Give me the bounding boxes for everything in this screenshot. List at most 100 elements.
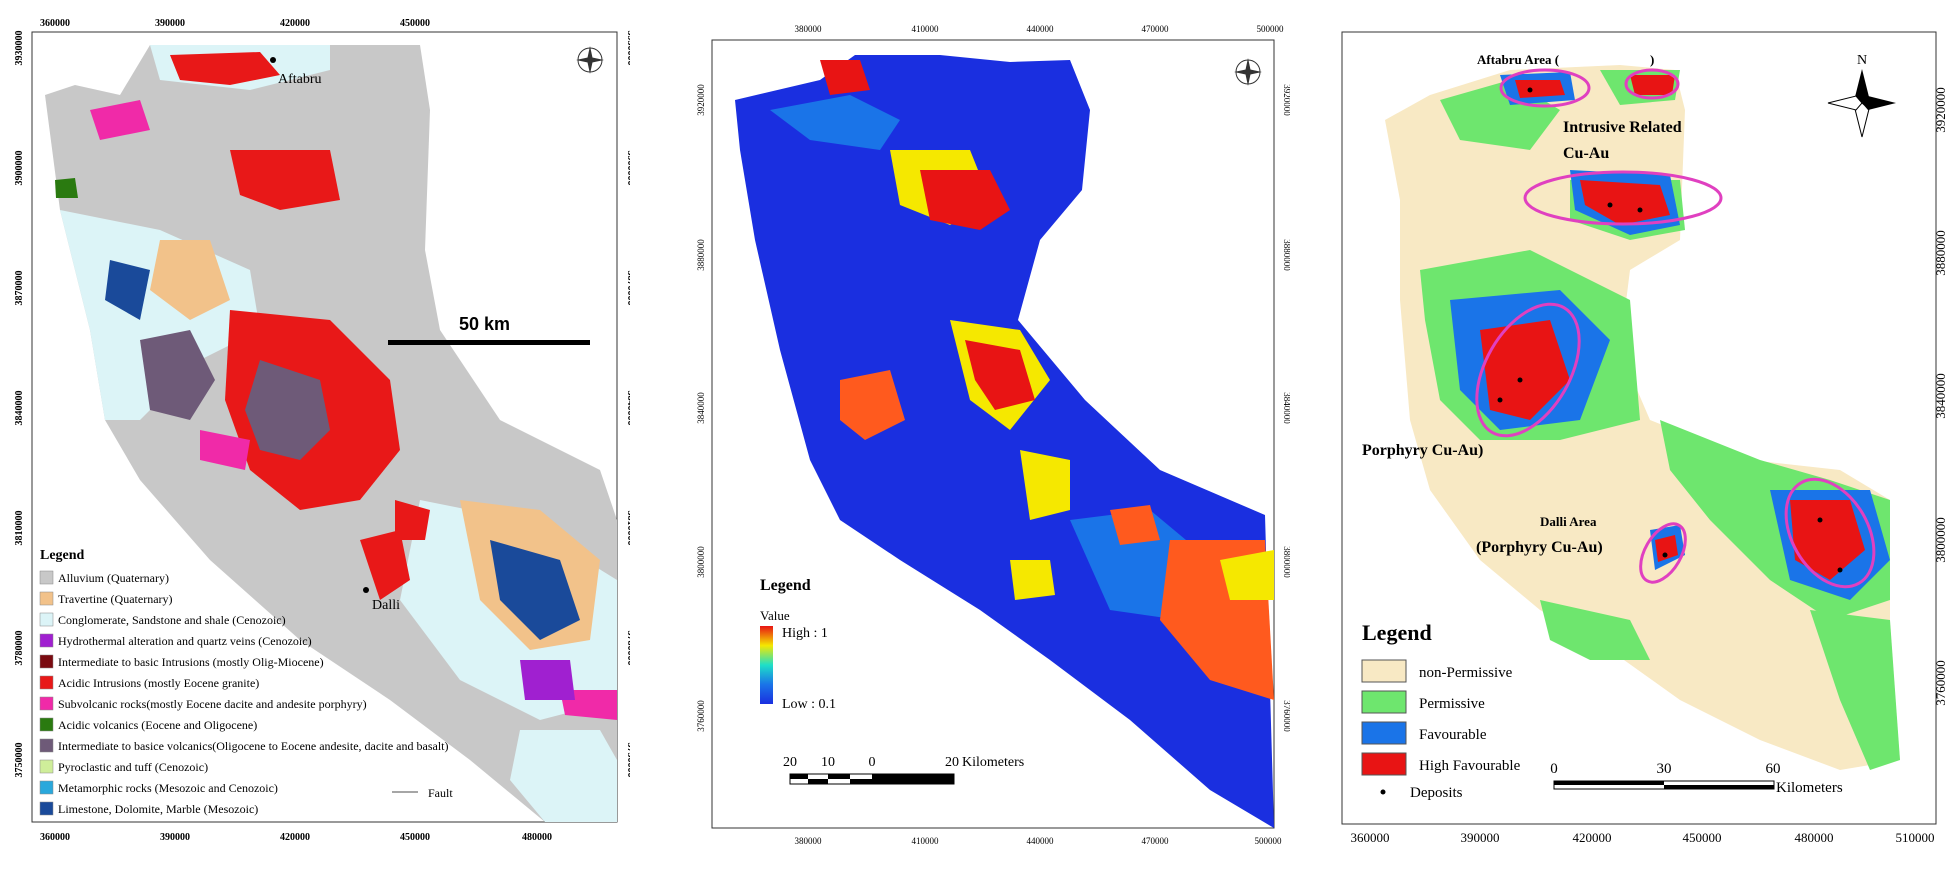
place-marker-dalli	[363, 587, 369, 593]
deposit-marker	[1607, 202, 1613, 208]
north-arrow-icon	[576, 46, 604, 74]
highlight-east-porphyry	[1784, 477, 1876, 589]
label-aftabru-area: Aftabru Area (	[1477, 52, 1559, 67]
deposit-symbol	[1380, 789, 1386, 795]
legend-high-label: High : 1	[782, 626, 828, 641]
y-axis-ticks: 3920000 3880000 3840000 3800000 3760000	[1933, 87, 1948, 706]
x-tick-top: 390000	[155, 18, 185, 29]
y-tick-right: 3750000	[625, 743, 630, 778]
favourability-class-panel: N Aftabru Area ( ) Intrusive Related Cu-…	[1341, 31, 1948, 845]
label-dalli-area: Dalli Area	[1540, 514, 1597, 529]
scale-bar	[388, 340, 590, 345]
x-axis-ticks: 360000 390000 420000 450000 480000 51000…	[1351, 830, 1935, 845]
legend-title: Legend	[760, 577, 811, 594]
scale-number: 0	[1550, 761, 1558, 777]
y-tick-right: 3930000	[625, 31, 630, 66]
legend-swatch	[39, 633, 54, 648]
highlight-ellipses	[1475, 68, 1876, 589]
deposit-marker	[1817, 517, 1823, 523]
deposit-marker	[1637, 207, 1643, 213]
legend-swatch	[39, 612, 54, 627]
scale-bar: 0 30 60 Kilometers	[1550, 761, 1843, 796]
highlight-dalli	[1639, 522, 1687, 584]
legend-item-label: Intermediate to basic Intrusions (mostly…	[58, 655, 324, 669]
legend-item-label: non-Permissive	[1419, 665, 1513, 681]
legend-item-label: Travertine (Quaternary)	[58, 592, 173, 606]
legend-swatch	[1361, 721, 1407, 745]
y-tick-right: 3810000	[625, 511, 630, 546]
y-tick-right: 3840000	[625, 391, 630, 426]
y-tick-left: 3870000	[14, 271, 25, 306]
scale-number: 20	[783, 755, 797, 770]
place-label-aftabru: Aftabru	[278, 72, 322, 87]
y-tick-right: 3900000	[625, 151, 630, 186]
legend-swatch	[1361, 659, 1407, 683]
x-axis-ticks: 360000 390000 420000 450000 360000 39000…	[40, 18, 552, 843]
label-porphyry-dalli: (Porphyry Cu-Au)	[1476, 539, 1603, 556]
legend-item-label: Limestone, Dolomite, Marble (Mesozoic)	[58, 802, 258, 816]
y-axis-ticks: 3930000 3900000 3870000 3840000 3810000 …	[14, 31, 630, 778]
x-tick: 510000	[1896, 830, 1935, 845]
north-arrow-icon	[1234, 58, 1262, 86]
y-tick-left: 3840000	[696, 392, 706, 424]
favourability-map-body	[1385, 65, 1900, 770]
label-aftabru-close: )	[1650, 52, 1654, 67]
x-tick-top: 440000	[1027, 24, 1055, 34]
legend-swatch	[39, 654, 54, 669]
legend-item-label: Acidic volcanics (Eocene and Oligocene)	[58, 718, 257, 732]
x-tick-bottom: 440000	[1027, 836, 1055, 846]
y-tick-left: 3840000	[14, 391, 25, 426]
legend-item-label: Subvolcanic rocks(mostly Eocene dacite a…	[58, 697, 367, 711]
x-tick-top: 360000	[40, 18, 70, 29]
geology-legend: Legend Alluvium (Quaternary) Travertine (…	[39, 548, 453, 816]
deposit-marker	[1497, 397, 1503, 403]
x-tick-bottom: 480000	[522, 832, 552, 843]
y-tick-left: 3930000	[14, 31, 25, 66]
legend-swatch	[1361, 690, 1407, 714]
value-color-ramp	[760, 626, 773, 704]
y-tick-left: 3920000	[696, 84, 706, 116]
y-tick-left: 3780000	[14, 631, 25, 666]
x-tick-bottom: 450000	[400, 832, 430, 843]
scale-number: 10	[821, 755, 835, 770]
y-tick-left: 3880000	[696, 239, 706, 271]
x-tick-top: 500000	[1257, 24, 1285, 34]
legend-swatch	[39, 738, 54, 753]
highlight-aftabru-west	[1499, 68, 1591, 108]
legend-swatch	[39, 570, 54, 585]
legend-swatch	[39, 675, 54, 690]
x-tick-bottom: 500000	[1255, 836, 1283, 846]
deposit-marker	[1662, 552, 1668, 558]
legend-item-label: Intermediate to basice volcanics(Oligoce…	[58, 739, 449, 753]
y-tick-left: 3800000	[696, 546, 706, 578]
north-label: N	[1857, 53, 1867, 68]
x-tick-bottom: 380000	[795, 836, 823, 846]
y-tick-right: 3780000	[625, 631, 630, 666]
place-marker-aftabru	[270, 57, 276, 63]
legend-swatch	[39, 591, 54, 606]
x-tick-bottom: 470000	[1142, 836, 1170, 846]
y-tick-left: 3760000	[696, 700, 706, 732]
y-tick: 3920000	[1933, 87, 1948, 133]
x-tick-top: 380000	[795, 24, 823, 34]
y-tick-right: 3920000	[1282, 84, 1290, 116]
y-tick-right: 3760000	[1282, 700, 1290, 732]
legend-item-label: Metamorphic rocks (Mesozoic and Cenozoic…	[58, 781, 278, 795]
deposit-marker	[1527, 87, 1533, 93]
legend-items: Alluvium (Quaternary) Travertine (Quatern…	[39, 570, 449, 816]
favourability-legend: Legend non-Permissive Permissive Favourabl…	[1361, 620, 1521, 801]
legend-item-label: Pyroclastic and tuff (Cenozoic)	[58, 760, 208, 774]
north-arrow-icon	[1827, 69, 1896, 138]
legend-item-label: Hydrothermal alteration and quartz veins…	[58, 634, 312, 648]
y-tick-right: 3880000	[1282, 239, 1290, 271]
deposit-points	[1497, 87, 1843, 573]
y-tick: 3880000	[1933, 230, 1948, 276]
legend-low-label: Low : 0.1	[782, 697, 836, 712]
value-legend: Legend Value High : 1 Low : 0.1	[760, 577, 836, 712]
y-tick: 3840000	[1933, 373, 1948, 419]
label-intrusive-related: Intrusive Related	[1563, 119, 1682, 136]
legend-swatch	[39, 696, 54, 711]
label-porphyry-north: Porphyry Cu-Au)	[1362, 442, 1483, 459]
y-tick-right: 3840000	[1282, 392, 1290, 424]
scale-number: 20	[945, 755, 959, 770]
